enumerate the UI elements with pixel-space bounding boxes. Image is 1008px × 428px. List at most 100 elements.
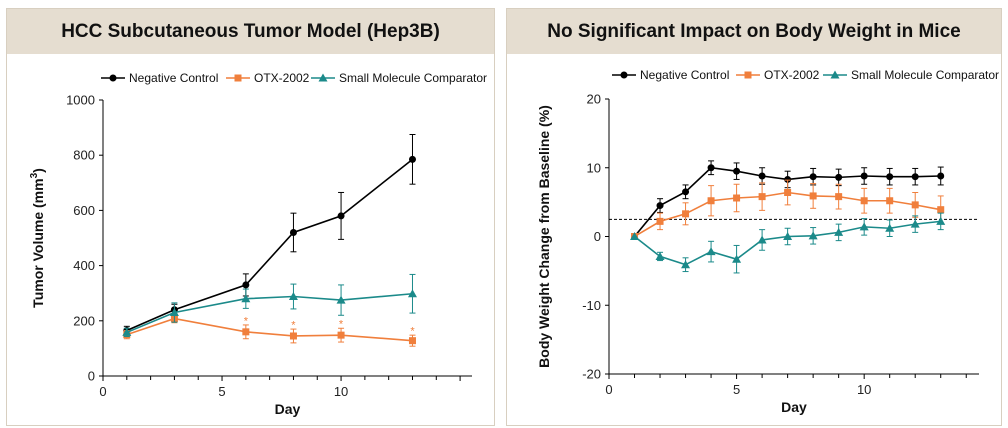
negative-control-point xyxy=(835,173,843,181)
y-axis-label-main: Tumor Volume (mm xyxy=(30,178,46,307)
legend-otx-2002-label: OTX-2002 xyxy=(254,71,310,85)
legend: Negative Control OTX-2002 Small Molecule C… xyxy=(612,68,999,82)
x-tick-label: 10 xyxy=(857,382,871,397)
comparator-point xyxy=(681,260,691,269)
comparator-point xyxy=(834,227,844,236)
negative-control-point xyxy=(784,175,792,183)
y-tick-label: 20 xyxy=(587,92,601,107)
body-weight-title: No Significant Impact on Body Weight in … xyxy=(507,9,1001,54)
negative-control-point xyxy=(886,173,894,181)
comparator-point xyxy=(706,247,716,256)
negative-control-point xyxy=(733,167,741,175)
comparator-point xyxy=(630,232,640,240)
y-tick-label: 400 xyxy=(73,258,95,273)
negative-control-point xyxy=(758,172,766,180)
y-tick-label: 0 xyxy=(594,229,601,244)
comparator-point xyxy=(936,216,946,225)
comparator-point xyxy=(859,222,869,231)
comparator-point xyxy=(241,294,251,303)
legend: Negative Control OTX-2002 Small Molecule C… xyxy=(101,71,487,85)
significance-asterisk: * xyxy=(291,320,296,332)
otx-2002-point xyxy=(337,331,345,339)
otx-2002-point xyxy=(860,197,868,205)
legend-negative-control-marker xyxy=(109,74,117,82)
otx-2002-line xyxy=(126,317,413,342)
comparator-point xyxy=(783,232,793,240)
y-tick-label: 600 xyxy=(73,203,95,218)
comparator-point xyxy=(655,251,665,260)
body-weight-panel: No Significant Impact on Body Weight in … xyxy=(506,8,1002,426)
x-axis-label: Day xyxy=(781,399,807,415)
series-negative-control xyxy=(123,134,416,336)
otx-2002-point xyxy=(682,210,690,218)
y-tick-label: 1000 xyxy=(66,93,95,108)
significance-asterisk: * xyxy=(244,315,249,327)
otx-2002-point xyxy=(835,193,843,201)
legend-otx-2002-marker xyxy=(234,74,242,82)
negative-control-line xyxy=(126,158,413,332)
y-tick-label: 10 xyxy=(587,160,601,175)
comparator-point xyxy=(885,223,895,232)
otx-2002-point xyxy=(937,206,945,214)
negative-control-point xyxy=(937,172,945,180)
x-tick-label: 5 xyxy=(218,384,225,399)
tumor-volume-chart: 0 200 400 600 800 1000 0 5 10 Day Tumor Volume (mm… xyxy=(29,71,487,417)
y-tick-label: 800 xyxy=(73,148,95,163)
negative-control-point xyxy=(707,164,715,172)
negative-control-point xyxy=(911,173,919,181)
negative-control-point xyxy=(682,188,690,196)
y-axis-label: Tumor Volume (mm3) xyxy=(29,168,46,308)
tumor-volume-title: HCC Subcutaneous Tumor Model (Hep3B) xyxy=(7,9,494,54)
legend-comparator-label: Small Molecule Comparator xyxy=(851,68,999,82)
y-tick-label: 200 xyxy=(73,313,95,328)
negative-control-point xyxy=(656,202,664,210)
otx-2002-point xyxy=(886,197,894,205)
body-weight-chart: -20 -10 0 10 20 0 5 10 Day Body Weight Change fro… xyxy=(536,68,999,415)
x-tick-label: 0 xyxy=(605,382,612,397)
y-axis-label-superscript: 3 xyxy=(29,172,40,178)
comparator-line xyxy=(126,292,413,334)
negative-control-point xyxy=(242,281,250,289)
negative-control-point xyxy=(408,155,416,163)
comparator-point xyxy=(288,292,298,301)
legend-comparator-marker xyxy=(318,73,328,82)
y-tick-label: -20 xyxy=(582,367,601,382)
legend-negative-control-label: Negative Control xyxy=(640,68,729,82)
otx-2002-point xyxy=(242,328,250,336)
y-tick-label: -10 xyxy=(582,298,601,313)
otx-2002-point xyxy=(289,332,297,340)
comparator-point xyxy=(169,308,179,317)
comparator-point xyxy=(336,295,346,304)
otx-2002-point xyxy=(809,192,817,200)
x-tick-label: 0 xyxy=(99,384,106,399)
x-tick-label: 5 xyxy=(733,382,740,397)
comparator-point xyxy=(757,235,767,244)
otx-2002-point xyxy=(784,189,792,196)
comparator-point xyxy=(808,231,818,240)
otx-2002-point xyxy=(656,217,664,225)
series-comparator xyxy=(122,273,417,338)
otx-2002-point xyxy=(408,337,416,345)
legend-negative-control-marker xyxy=(620,71,628,79)
comparator-point xyxy=(732,254,742,263)
significance-asterisk: * xyxy=(410,326,415,338)
negative-control-point xyxy=(337,212,345,220)
y-axis-label: Body Weight Change from Baseline (%) xyxy=(536,105,552,368)
legend-otx-2002-marker xyxy=(744,71,752,79)
series-comparator xyxy=(630,212,946,274)
x-axis-label: Day xyxy=(275,401,301,417)
legend-negative-control-label: Negative Control xyxy=(129,71,218,85)
negative-control-point xyxy=(809,173,817,181)
comparator-point xyxy=(122,327,132,336)
otx-2002-point xyxy=(758,193,766,201)
series-otx-2002 xyxy=(123,313,416,347)
otx-2002-point xyxy=(911,201,919,209)
negative-control-point xyxy=(289,228,297,236)
negative-control-point xyxy=(860,172,868,180)
otx-2002-point xyxy=(733,194,741,202)
y-tick-label: 0 xyxy=(88,369,95,384)
y-axis-label-close: ) xyxy=(30,168,46,173)
tumor-volume-panel: HCC Subcutaneous Tumor Model (Hep3B) 0 20… xyxy=(6,8,495,426)
comparator-point xyxy=(910,219,920,228)
legend-otx-2002-label: OTX-2002 xyxy=(764,68,820,82)
